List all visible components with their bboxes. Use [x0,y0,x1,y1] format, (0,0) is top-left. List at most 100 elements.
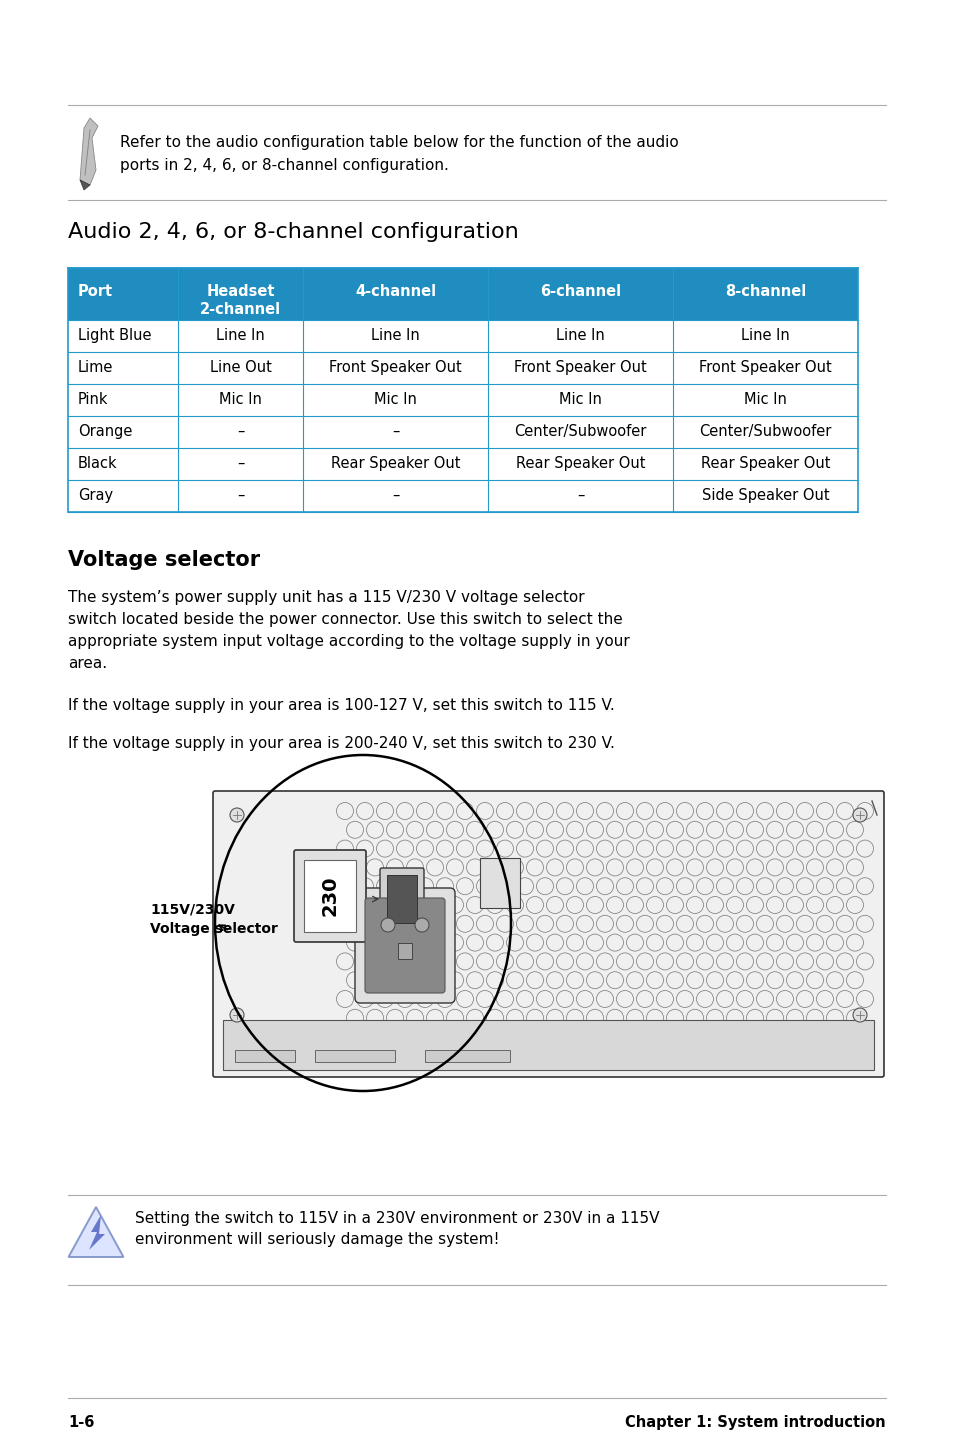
Circle shape [626,972,643,989]
Circle shape [856,953,873,969]
Circle shape [756,991,773,1008]
Circle shape [506,858,523,876]
Text: Headset: Headset [206,283,274,299]
Circle shape [656,953,673,969]
Bar [68,352,857,384]
Circle shape [736,916,753,932]
Bar [304,860,355,932]
Circle shape [346,858,363,876]
Circle shape [436,802,453,820]
Circle shape [805,935,822,951]
Circle shape [486,1009,503,1027]
Circle shape [556,877,573,894]
Circle shape [536,916,553,932]
Circle shape [366,972,383,989]
FancyBboxPatch shape [379,869,423,930]
Circle shape [796,916,813,932]
Circle shape [456,877,473,894]
Circle shape [716,916,733,932]
Circle shape [726,935,742,951]
Text: If the voltage supply in your area is 100-127 V, set this switch to 115 V.: If the voltage supply in your area is 10… [68,697,614,713]
Circle shape [376,991,393,1008]
Circle shape [386,858,403,876]
Circle shape [576,953,593,969]
Circle shape [756,953,773,969]
Circle shape [616,991,633,1008]
Circle shape [696,991,713,1008]
Text: Rear Speaker Out: Rear Speaker Out [700,456,829,472]
Circle shape [426,821,443,838]
Circle shape [706,935,722,951]
Circle shape [576,991,593,1008]
Circle shape [696,953,713,969]
Circle shape [396,802,413,820]
Circle shape [756,840,773,857]
Circle shape [546,858,563,876]
Circle shape [466,896,483,913]
Circle shape [386,896,403,913]
FancyBboxPatch shape [365,897,444,994]
Circle shape [566,972,583,989]
Circle shape [796,991,813,1008]
Circle shape [765,896,782,913]
Circle shape [706,896,722,913]
Circle shape [496,953,513,969]
Circle shape [356,991,374,1008]
Text: Front Speaker Out: Front Speaker Out [699,360,831,375]
Circle shape [366,858,383,876]
Circle shape [626,1009,643,1027]
Circle shape [626,935,643,951]
Circle shape [336,916,354,932]
Circle shape [526,858,543,876]
Text: 8-channel: 8-channel [724,283,805,299]
Circle shape [486,972,503,989]
Circle shape [606,935,623,951]
Circle shape [406,1009,423,1027]
Circle shape [526,1009,543,1027]
Circle shape [825,896,842,913]
Circle shape [825,1009,842,1027]
Circle shape [456,953,473,969]
Text: Mic In: Mic In [219,393,262,407]
Text: –: – [392,424,398,439]
Circle shape [686,858,702,876]
Circle shape [516,953,533,969]
Circle shape [586,896,603,913]
Circle shape [745,896,762,913]
Polygon shape [80,118,98,186]
Circle shape [736,953,753,969]
Circle shape [606,972,623,989]
Circle shape [230,1008,244,1022]
Circle shape [376,953,393,969]
Text: If the voltage supply in your area is 200-240 V, set this switch to 230 V.: If the voltage supply in your area is 20… [68,736,615,751]
Circle shape [376,877,393,894]
Circle shape [436,916,453,932]
Circle shape [516,802,533,820]
Circle shape [446,1009,463,1027]
Circle shape [406,935,423,951]
Circle shape [796,840,813,857]
Circle shape [426,972,443,989]
Circle shape [765,972,782,989]
Circle shape [386,1009,403,1027]
Circle shape [696,802,713,820]
Circle shape [816,877,833,894]
Circle shape [496,802,513,820]
Circle shape [776,802,793,820]
Circle shape [416,991,433,1008]
Circle shape [666,972,682,989]
Circle shape [466,858,483,876]
Circle shape [616,840,633,857]
Circle shape [576,802,593,820]
Text: Gray: Gray [78,487,113,503]
Circle shape [416,802,433,820]
Text: Light Blue: Light Blue [78,328,152,344]
Circle shape [666,858,682,876]
Circle shape [606,1009,623,1027]
Circle shape [616,802,633,820]
Circle shape [816,840,833,857]
Circle shape [446,821,463,838]
Text: Pink: Pink [78,393,109,407]
Bar [68,321,857,352]
Circle shape [456,840,473,857]
